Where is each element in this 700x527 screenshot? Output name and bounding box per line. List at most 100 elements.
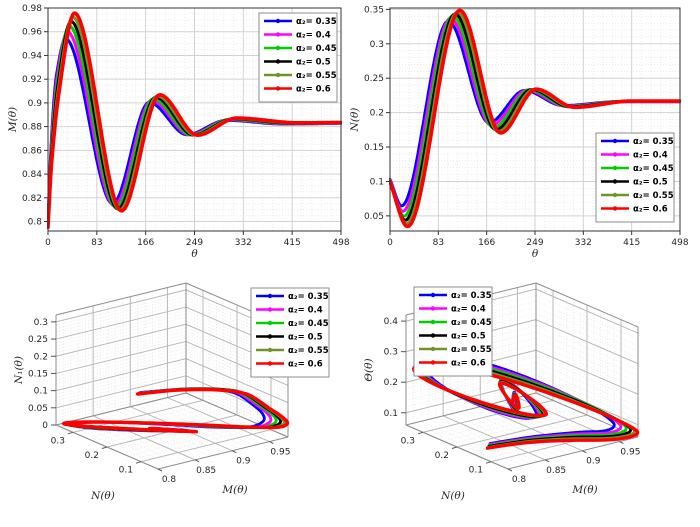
tick-label: 0.3 [401, 436, 415, 446]
y-axis-label: N(θ) [440, 490, 465, 502]
tick-label: 415 [284, 238, 301, 248]
legend: α₂= 0.35 α₂= 0.4 α₂= 0.45 α₂= 0.5 α₂= 0.55 α₂… [413, 286, 493, 377]
tick-label: 0.3 [51, 436, 65, 446]
tick-label: 0.15 [364, 143, 384, 153]
x-axis-label: M(θ) [571, 484, 597, 496]
series-α₂= 0.6 [412, 362, 640, 450]
legend-label: α₂= 0.5 [288, 333, 323, 343]
legend: α₂= 0.35 α₂= 0.4 α₂= 0.45 α₂= 0.5 α₂= 0.55 α₂… [258, 12, 338, 103]
tick-label: 0 [45, 238, 51, 248]
tick-label: 0.15 [28, 369, 48, 379]
series-group [389, 8, 681, 229]
legend-box [258, 12, 338, 103]
legend-box [250, 287, 330, 378]
legend-marker [267, 361, 273, 366]
legend-label: α₂= 0.6 [296, 85, 331, 95]
legend-box [413, 286, 493, 377]
x-axis-label: M(θ) [221, 484, 247, 496]
legend-label: α₂= 0.4 [633, 151, 668, 161]
tick-label: 0.82 [22, 194, 42, 204]
legend-label: α₂= 0.45 [451, 318, 492, 328]
z-axis-label: Θ(θ) [363, 358, 375, 381]
legend-marker [612, 206, 618, 211]
legend-marker [612, 152, 618, 157]
tick-label: 0.1 [370, 177, 384, 187]
legend-marker [275, 59, 281, 64]
subplot-N1-3d: 0.8 0.85 0.9 0.95 0.1 0.2 0.3 0 0.05 0.1 0.15 0.2 0.… [0, 263, 350, 527]
legend-box [595, 132, 675, 223]
legend-marker [430, 292, 436, 298]
legend-marker [267, 293, 273, 299]
legend-label: α₂= 0.35 [451, 291, 492, 301]
legend-label: α₂= 0.45 [288, 319, 329, 329]
legend-marker [430, 306, 436, 311]
tick-label: 0 [387, 238, 393, 248]
tick-label: 0.1 [384, 409, 398, 419]
legend-label: α₂= 0.4 [451, 305, 486, 315]
series-α₂= 0.6 [62, 387, 290, 434]
legend-label: α₂= 0.5 [633, 178, 668, 188]
legend-label: α₂= 0.55 [633, 191, 674, 201]
tick-label: 0.2 [384, 378, 398, 388]
legend-marker [430, 360, 436, 365]
legend-label: α₂= 0.5 [296, 58, 331, 68]
tick-label: 415 [623, 238, 640, 248]
tick-label: 0.8 [28, 218, 43, 228]
subplot-M-vs-theta: 0 83 166 249 332 415 498 0.8 0.82 0.84 0.86 0.88 0.9… [0, 0, 350, 263]
legend-marker [275, 32, 281, 37]
z-axis-label: N₁(θ) [13, 356, 25, 385]
subplot-N-vs-theta: 0 83 166 249 332 415 498 0.05 0.1 0.15 0.2 0.25 0.3 0… [350, 0, 700, 263]
legend-marker [275, 18, 281, 24]
tick-label: 0.2 [34, 352, 48, 362]
tick-label: 0.1 [119, 466, 133, 476]
legend-marker [612, 192, 618, 198]
tick-label: 0.3 [384, 348, 398, 358]
tick-label: 0.35 [364, 5, 384, 15]
tick-label: 0.84 [22, 170, 42, 180]
tick-label: 0.9 [586, 457, 601, 467]
series-group [47, 11, 342, 230]
tick-label: 332 [575, 238, 592, 248]
legend-marker [275, 45, 281, 51]
legend-marker [430, 346, 436, 352]
tick-label: 332 [235, 238, 252, 248]
series-group-3d [62, 387, 290, 434]
legend-marker [612, 138, 618, 144]
legend-label: α₂= 0.6 [451, 359, 486, 369]
tick-label: 0.8 [162, 475, 177, 485]
tick-label: 166 [478, 238, 495, 248]
tick-label: 0.85 [546, 466, 566, 476]
legend-label: α₂= 0.55 [288, 346, 329, 356]
legend-marker [275, 72, 281, 78]
legend-label: α₂= 0.5 [451, 332, 486, 342]
legend-label: α₂= 0.35 [633, 137, 674, 147]
tick-label: 0.1 [469, 466, 483, 476]
legend-label: α₂= 0.55 [451, 345, 492, 355]
tick-label: 0.95 [270, 448, 290, 458]
legend-label: α₂= 0.6 [633, 205, 668, 215]
legend-label: α₂= 0.4 [296, 31, 331, 41]
tick-label: 0.3 [34, 318, 48, 328]
tick-label: 0.25 [364, 74, 384, 84]
legend: α₂= 0.35 α₂= 0.4 α₂= 0.45 α₂= 0.5 α₂= 0.55 α₂… [250, 287, 330, 378]
tick-label: 0.9 [28, 99, 43, 109]
tick-label: 0.92 [22, 75, 42, 85]
chart-canvas-M-vs-theta: 0 83 166 249 332 415 498 0.8 0.82 0.84 0.86 0.88 0.9… [7, 4, 350, 260]
tick-label: 0.8 [512, 475, 527, 485]
tick-label: 83 [91, 238, 102, 248]
tick-label: 0.98 [22, 4, 42, 14]
tick-label: 498 [332, 238, 349, 248]
tick-label: 0.4 [384, 317, 399, 327]
tick-label: 0.05 [364, 212, 384, 222]
tick-label: 0.2 [370, 109, 384, 119]
tick-label: 0.05 [28, 404, 48, 414]
tick-label: 0.96 [22, 28, 42, 38]
x-axis-label: θ [532, 248, 539, 260]
legend-marker [430, 333, 436, 338]
chart-canvas-N-vs-theta: 0 83 166 249 332 415 498 0.05 0.1 0.15 0.2 0.25 0.3 0… [350, 5, 689, 260]
legend-marker [275, 86, 281, 91]
tick-label: 0.86 [22, 146, 42, 156]
legend-marker [430, 319, 436, 325]
subplot-Theta-3d: 0.8 0.85 0.9 0.95 0.1 0.2 0.3 0.1 0.2 0.3 0.4 M(θ) N… [350, 263, 700, 527]
